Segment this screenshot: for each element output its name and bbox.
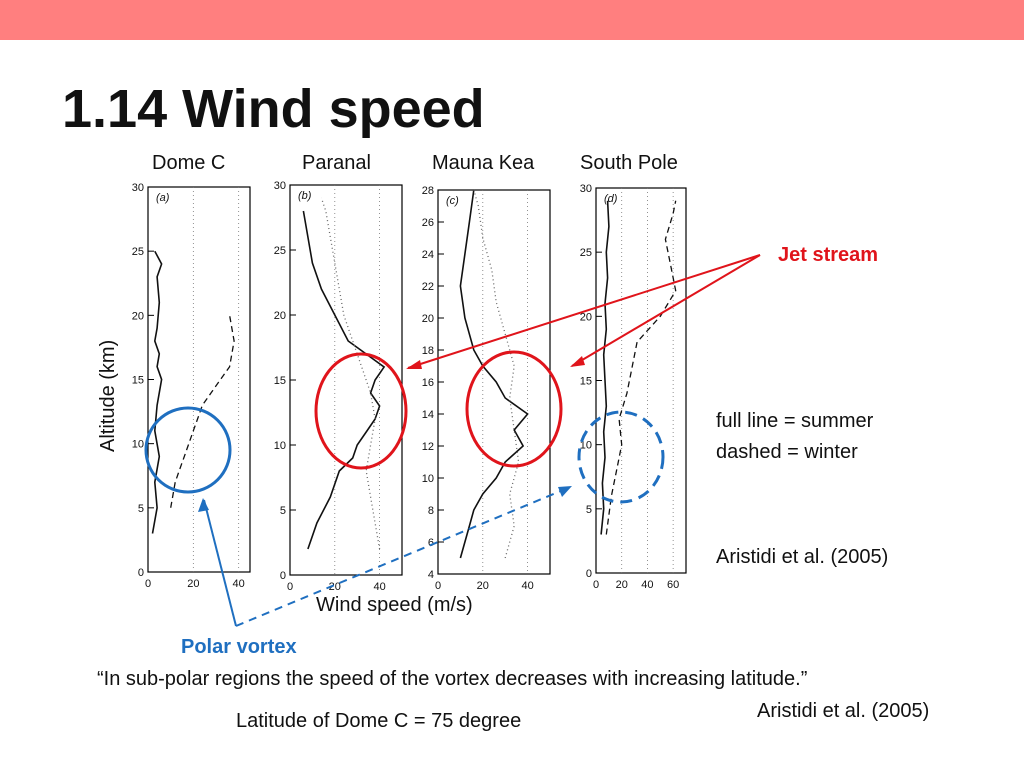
y-tick-label: 15: [580, 376, 592, 388]
vortex-arrow-to-south-pole: [235, 487, 569, 627]
y-tick-label: 10: [580, 440, 592, 452]
plot-frame: [437, 189, 551, 575]
slide-title: 1.14 Wind speed: [62, 79, 485, 139]
y-tick-label: 25: [132, 246, 144, 258]
latitude-note: Latitude of Dome C = 75 degree: [236, 710, 522, 732]
y-tick-label: 28: [422, 185, 434, 197]
y-tick-label: 20: [422, 313, 434, 325]
y-tick-label: 5: [138, 503, 144, 515]
citation-right: Aristidi et al. (2005): [716, 546, 889, 568]
y-tick-label: 8: [428, 505, 434, 517]
x-tick-label: 40: [641, 579, 653, 591]
series-line-solid: [600, 200, 610, 535]
jet-ellipse-mauna-kea: [465, 350, 563, 468]
series-line-dashed: [605, 200, 677, 535]
y-tick-label: 5: [280, 505, 286, 517]
series-line-solid: [302, 210, 386, 550]
jet-ellipse-paranal: [314, 352, 408, 470]
y-tick-label: 20: [580, 311, 592, 323]
chart-panel-2: 0 20 40 4 6 8 10 12 14 16 18 20 22 24 26 28 (c): [422, 185, 551, 592]
y-tick-label: 0: [280, 570, 286, 582]
panel-tag: (d): [604, 193, 618, 205]
y-tick-label: 10: [132, 439, 144, 451]
jet-arrow-to-south-pole: [571, 254, 761, 367]
y-tick-label: 25: [580, 247, 592, 259]
series-line-solid: [151, 250, 163, 534]
x-tick-label: 20: [187, 578, 199, 590]
quote-text: “In sub-polar regions the speed of the v…: [97, 668, 808, 690]
series-line-dashed: [170, 315, 235, 508]
x-axis-label: Wind speed (m/s): [316, 594, 473, 616]
y-tick-label: 0: [586, 568, 592, 580]
header-accent-bar: [0, 0, 1024, 40]
y-tick-label: 15: [132, 375, 144, 387]
x-tick-label: 40: [521, 580, 533, 592]
y-tick-label: 20: [274, 310, 286, 322]
chart-panel-0: 0 20 40 0 5 10 15 20 25 30 (a): [132, 182, 251, 590]
x-tick-label: 20: [477, 580, 489, 592]
x-tick-label: 20: [329, 581, 341, 593]
y-tick-label: 20: [132, 310, 144, 322]
legend-winter: dashed = winter: [716, 441, 858, 463]
y-tick-label: 24: [422, 249, 434, 261]
jet-stream-label: Jet stream: [778, 244, 879, 266]
plot-frame: [289, 184, 403, 576]
y-tick-label: 4: [428, 569, 434, 581]
y-tick-label: 30: [274, 180, 286, 192]
y-tick-label: 30: [132, 182, 144, 194]
x-tick-label: 0: [435, 580, 441, 592]
polar-vortex-label: Polar vortex: [181, 636, 297, 658]
x-tick-label: 20: [616, 579, 628, 591]
x-tick-label: 60: [667, 579, 679, 591]
vortex-arrow-to-dome-c: [203, 499, 237, 627]
site-label-mauna-kea: Mauna Kea: [432, 152, 535, 174]
y-tick-label: 6: [428, 537, 434, 549]
panel-tag: (c): [446, 195, 459, 207]
y-tick-label: 16: [422, 377, 434, 389]
y-tick-label: 10: [274, 440, 286, 452]
chart-panel-3: 0 20 40 60 0 5 10 15 20 25 30 (d): [580, 183, 687, 591]
y-axis-label: Altitude (km): [97, 339, 119, 452]
x-tick-label: 40: [373, 581, 385, 593]
panel-tag: (a): [156, 192, 170, 204]
site-label-dome-c: Dome C: [152, 152, 226, 174]
plot-frame: [595, 187, 687, 574]
y-tick-label: 15: [274, 375, 286, 387]
y-tick-label: 10: [422, 473, 434, 485]
y-tick-label: 12: [422, 441, 434, 453]
vortex-circle-dome-c: [144, 406, 232, 494]
quote-citation: Aristidi et al. (2005): [757, 700, 930, 722]
y-tick-label: 5: [586, 504, 592, 516]
x-tick-label: 40: [233, 578, 245, 590]
y-tick-label: 22: [422, 281, 434, 293]
panel-tag: (b): [298, 190, 312, 202]
x-tick-label: 0: [593, 579, 599, 591]
site-label-south-pole: South Pole: [580, 152, 678, 174]
y-tick-label: 25: [274, 245, 286, 257]
plot-frame: [147, 186, 251, 573]
y-tick-label: 14: [422, 409, 434, 421]
x-tick-label: 0: [287, 581, 293, 593]
y-tick-label: 30: [580, 183, 592, 195]
vortex-circle-south-pole: [577, 410, 665, 504]
site-label-paranal: Paranal: [302, 152, 371, 174]
y-tick-label: 0: [138, 567, 144, 579]
y-tick-label: 26: [422, 217, 434, 229]
x-tick-label: 0: [145, 578, 151, 590]
y-tick-label: 18: [422, 345, 434, 357]
series-line-solid: [459, 189, 529, 559]
legend-summer: full line = summer: [716, 410, 874, 432]
chart-panel-1: 0 20 40 0 5 10 15 20 25 30 (b): [274, 180, 403, 593]
jet-arrow-to-paranal: [407, 254, 761, 369]
